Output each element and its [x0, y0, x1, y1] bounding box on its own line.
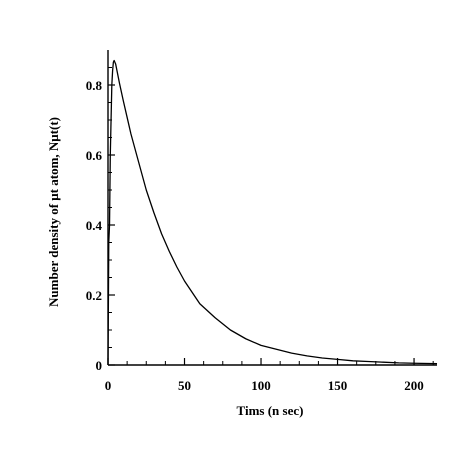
- y-tick-label: 0.4: [86, 218, 103, 233]
- x-tick-label: 100: [251, 378, 271, 393]
- x-axis-label: Tims (n sec): [237, 403, 304, 418]
- x-tick-label: 50: [178, 378, 191, 393]
- series-layer: [107, 59, 438, 366]
- x-tick-label: 0: [105, 378, 112, 393]
- y-tick-label: 0.2: [86, 288, 102, 303]
- y-tick-label: 0.8: [86, 78, 103, 93]
- y-axis-label: Number density of μt atom, Nμt(t): [46, 117, 61, 307]
- labels: Tims (n sec) Number density of μt atom, …: [46, 117, 303, 418]
- y-tick-label: 0.6: [86, 148, 103, 163]
- axes: 0 0.2 0.4 0.6 0.8 0 50 100 150 200: [86, 50, 437, 393]
- x-tick-label: 200: [404, 378, 424, 393]
- series-line: [107, 59, 438, 366]
- y-tick-label: 0: [96, 358, 103, 373]
- x-tick-label: 150: [328, 378, 348, 393]
